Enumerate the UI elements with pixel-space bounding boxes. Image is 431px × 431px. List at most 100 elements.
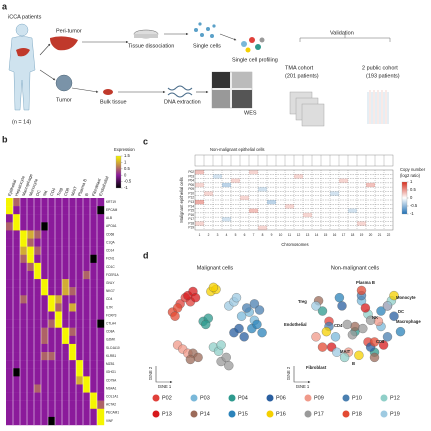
legend-swatch <box>228 394 236 402</box>
heat-cell <box>258 204 268 209</box>
heat-cell <box>204 191 214 196</box>
heat-cell <box>195 204 205 209</box>
heat-cell <box>339 200 349 205</box>
heat-cell <box>55 295 63 304</box>
heat-cell <box>6 214 14 223</box>
heat-cell <box>62 246 70 255</box>
heat-cell <box>213 212 223 218</box>
x-tick-label: 5 <box>235 233 237 237</box>
heat-cell <box>90 384 98 393</box>
legend-label: P06 <box>276 395 286 401</box>
heat-cell <box>294 221 304 226</box>
heat-cell <box>13 368 21 377</box>
heat-cell <box>366 187 376 192</box>
heat-cell <box>249 217 259 222</box>
heat-cell <box>13 287 21 296</box>
heat-cell <box>339 191 349 196</box>
heat-cell <box>222 182 232 188</box>
x-tick-label: 17 <box>342 233 346 237</box>
heat-cell <box>240 195 250 201</box>
heat-cell <box>90 343 98 353</box>
heat-cell <box>294 182 304 188</box>
heat-cell <box>48 311 56 320</box>
panel-label: a <box>2 1 8 11</box>
point <box>236 311 247 321</box>
heat-cell <box>20 400 28 409</box>
heat-cell <box>276 200 286 205</box>
heat-cell <box>348 208 358 214</box>
legend-swatch <box>190 410 198 418</box>
row-label: P16 <box>188 213 194 217</box>
heat-cell <box>339 212 349 218</box>
heat-cell <box>41 327 49 337</box>
heat-cell <box>294 195 304 201</box>
heat-cell <box>357 174 367 179</box>
heat-cell <box>348 212 358 218</box>
heat-cell <box>83 198 91 207</box>
heat-cell <box>249 182 259 188</box>
label: (n = 14) <box>12 119 31 125</box>
heat-cell <box>330 170 340 175</box>
heat-cell <box>76 303 84 312</box>
heat-cell <box>48 343 56 353</box>
heat-cell <box>276 212 286 218</box>
icon <box>8 36 36 111</box>
heat-cell <box>384 217 394 222</box>
heat-cell <box>62 238 70 247</box>
heat-cell <box>83 230 91 239</box>
heat-cell <box>195 178 205 184</box>
legend-label: P02 <box>162 395 172 401</box>
heat-cell <box>97 230 105 239</box>
heat-cell <box>48 319 56 328</box>
heat-cell <box>27 254 35 264</box>
heat-cell <box>20 352 28 361</box>
heat-cell <box>13 392 21 401</box>
heat-cell <box>204 204 214 209</box>
heat-cell <box>48 238 56 247</box>
cluster-label: MAIT <box>340 349 351 354</box>
heat-cell <box>303 212 313 218</box>
heat-cell <box>48 416 56 426</box>
heat-cell <box>330 225 340 231</box>
icon <box>16 48 30 57</box>
heat-cell <box>339 225 349 231</box>
heat-cell <box>321 212 331 218</box>
heat-cell <box>348 187 358 192</box>
heat-cell <box>90 376 98 385</box>
heat-cell <box>312 225 322 231</box>
heat-cell <box>195 182 205 188</box>
heat-cell <box>249 187 259 192</box>
heat-cell <box>48 400 56 409</box>
heat-cell <box>195 200 205 205</box>
heat-cell <box>97 327 105 337</box>
heat-cell <box>195 208 205 214</box>
row-label: P13 <box>188 200 194 204</box>
heat-cell <box>55 416 63 426</box>
heat-cell <box>375 187 385 192</box>
heat-cell <box>20 262 28 272</box>
heat-cell <box>357 208 367 214</box>
heat-cell <box>276 217 286 222</box>
heat-cell <box>195 225 205 231</box>
heat-cell <box>6 222 14 231</box>
heat-cell <box>41 416 49 426</box>
heat-cell <box>55 287 63 296</box>
heat-cell <box>34 279 42 288</box>
heat-cell <box>20 368 28 377</box>
heat-cell <box>97 198 105 207</box>
label: Bulk tissue <box>100 99 127 105</box>
heat-cell <box>6 311 14 320</box>
heat-cell <box>13 214 21 223</box>
heat-cell <box>97 384 105 393</box>
heat-cell <box>303 187 313 192</box>
heat-cell <box>321 195 331 201</box>
x-tick-label: 3 <box>217 233 219 237</box>
heat-cell <box>41 222 49 231</box>
heat-cell <box>6 254 14 264</box>
heat-cell <box>34 262 42 272</box>
heat-cell <box>55 262 63 272</box>
colorbar-label: -0.5 <box>410 203 418 208</box>
heat-cell <box>69 335 77 345</box>
heat-cell <box>249 195 259 201</box>
heat-cell <box>41 262 49 272</box>
